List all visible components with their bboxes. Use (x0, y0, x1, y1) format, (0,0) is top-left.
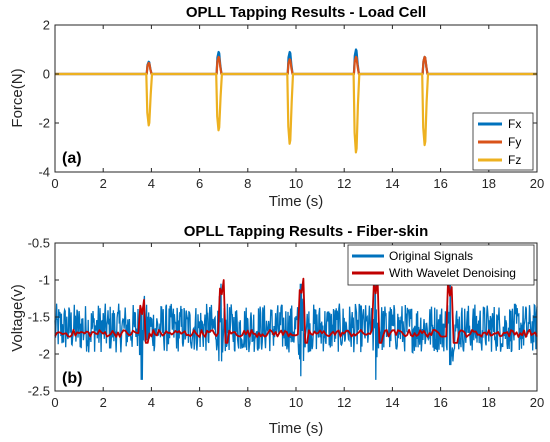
fiber-skin-x-tick-label: 0 (51, 395, 58, 410)
fiber-skin-legend: Original Signals With Wavelet Denoising (347, 244, 535, 286)
load-cell-plot-area (55, 25, 537, 172)
load-cell-panel-label: (a) (62, 150, 82, 167)
load-cell-legend-label-fx: Fx (508, 117, 521, 131)
fiber-skin-x-tick-label: 6 (196, 395, 203, 410)
fiber-skin-chart-title: OPLL Tapping Results - Fiber-skin (184, 223, 428, 240)
fiber-skin-series-original-signals (54, 272, 538, 380)
fiber-skin-x-tick-label: 18 (482, 395, 496, 410)
fiber-skin-legend-label-1: With Wavelet Denoising (389, 266, 516, 280)
fiber-skin-legend-box (347, 244, 535, 286)
load-cell-y-axis-label: Force(N) (9, 68, 26, 127)
load-cell-y-tick-label: -2 (38, 116, 50, 131)
fiber-skin-y-tick-label: -1.5 (28, 310, 50, 325)
load-cell-chart-title: OPLL Tapping Results - Load Cell (186, 4, 426, 21)
fiber-skin-y-tick-label: -2 (38, 347, 50, 362)
fiber-skin-legend-label-0: Original Signals (389, 249, 473, 263)
fiber-skin-panel-label: (b) (62, 370, 82, 387)
fiber-skin-y-tick-label: -0.5 (28, 236, 50, 251)
load-cell-series-fy (55, 55, 537, 76)
load-cell-legend: Fx Fy Fz (472, 112, 534, 171)
load-cell-x-tick-label: 12 (337, 176, 351, 191)
load-cell-x-tick-label: 16 (433, 176, 447, 191)
load-cell-x-tick-label: 4 (148, 176, 155, 191)
load-cell-x-tick-label: 8 (244, 176, 251, 191)
fiber-skin-x-tick-label: 2 (100, 395, 107, 410)
fiber-skin-y-tick-label: -1 (38, 273, 50, 288)
load-cell-legend-label-fy: Fy (508, 135, 521, 149)
load-cell-y-tick-label: -4 (38, 165, 50, 180)
load-cell-x-tick-label: 14 (385, 176, 399, 191)
load-cell-x-axis-label: Time (s) (269, 193, 323, 210)
fiber-skin-x-tick-label: 4 (148, 395, 155, 410)
load-cell-x-tick-label: 10 (289, 176, 303, 191)
fiber-skin-x-tick-label: 14 (385, 395, 399, 410)
fiber-skin-x-tick-label: 20 (530, 395, 544, 410)
load-cell-x-tick-label: 18 (482, 176, 496, 191)
fiber-skin-x-tick-label: 10 (289, 395, 303, 410)
fiber-skin-series-wavelet-denoising (54, 277, 538, 344)
load-cell-x-tick-label: 0 (51, 176, 58, 191)
fiber-skin-x-tick-label: 16 (433, 395, 447, 410)
fiber-skin-y-tick-label: -2.5 (28, 384, 50, 399)
fiber-skin-x-tick-label: 8 (244, 395, 251, 410)
fiber-skin-y-axis-label: Voltage(v) (9, 284, 26, 352)
load-cell-legend-label-fz: Fz (508, 153, 521, 167)
load-cell-panel: OPLL Tapping Results - Load Cell 0 2 4 6 8 10… (9, 4, 544, 210)
load-cell-y-tick-label: 2 (43, 18, 50, 33)
load-cell-x-tick-label: 20 (530, 176, 544, 191)
fiber-skin-x-tick-label: 12 (337, 395, 351, 410)
load-cell-x-tick-label: 2 (100, 176, 107, 191)
load-cell-series-fz (55, 72, 537, 154)
load-cell-x-tick-label: 6 (196, 176, 203, 191)
fiber-skin-x-axis-label: Time (s) (269, 420, 323, 437)
fiber-skin-panel: OPLL Tapping Results - Fiber-skin 0 2 4 6 8 1… (9, 223, 544, 437)
load-cell-y-tick-label: 0 (43, 67, 50, 82)
